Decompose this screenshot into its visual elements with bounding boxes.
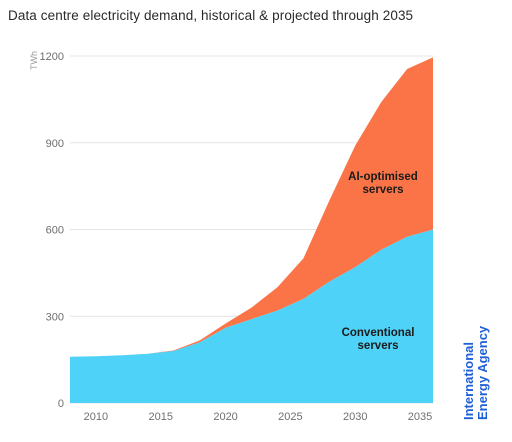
y-axis-ticks: 0 300 600 900 1200 [40,51,64,410]
series-label-line: Conventional [342,327,415,339]
series-label-1: AI-optimised servers [348,171,418,196]
y-tick-1200: 1200 [40,51,64,63]
series-label-line: servers [363,184,404,196]
y-tick-300: 300 [46,311,64,323]
y-tick-900: 900 [46,138,64,150]
area-series-1 [70,57,433,357]
x-tick-2020: 2020 [213,411,237,423]
chart-title: Data centre electricity demand, historic… [8,8,414,23]
x-tick-2010: 2010 [84,411,108,423]
iea-logo-text: International Energy Agency [461,325,490,420]
x-tick-2015: 2015 [149,411,173,423]
y-tick-600: 600 [46,225,64,237]
series-label-0: Conventional servers [342,327,415,352]
y-tick-0: 0 [58,398,64,410]
series-areas [70,57,433,403]
x-tick-2025: 2025 [278,411,302,423]
x-axis-ticks: 2010 2015 2020 2025 2030 2035 [84,411,433,423]
x-tick-2030: 2030 [343,411,367,423]
y-axis-label: TWh [29,51,39,70]
series-label-line: AI-optimised [348,171,418,183]
x-tick-2035: 2035 [408,411,432,423]
area-series-0 [70,229,433,403]
series-label-line: servers [358,340,399,352]
